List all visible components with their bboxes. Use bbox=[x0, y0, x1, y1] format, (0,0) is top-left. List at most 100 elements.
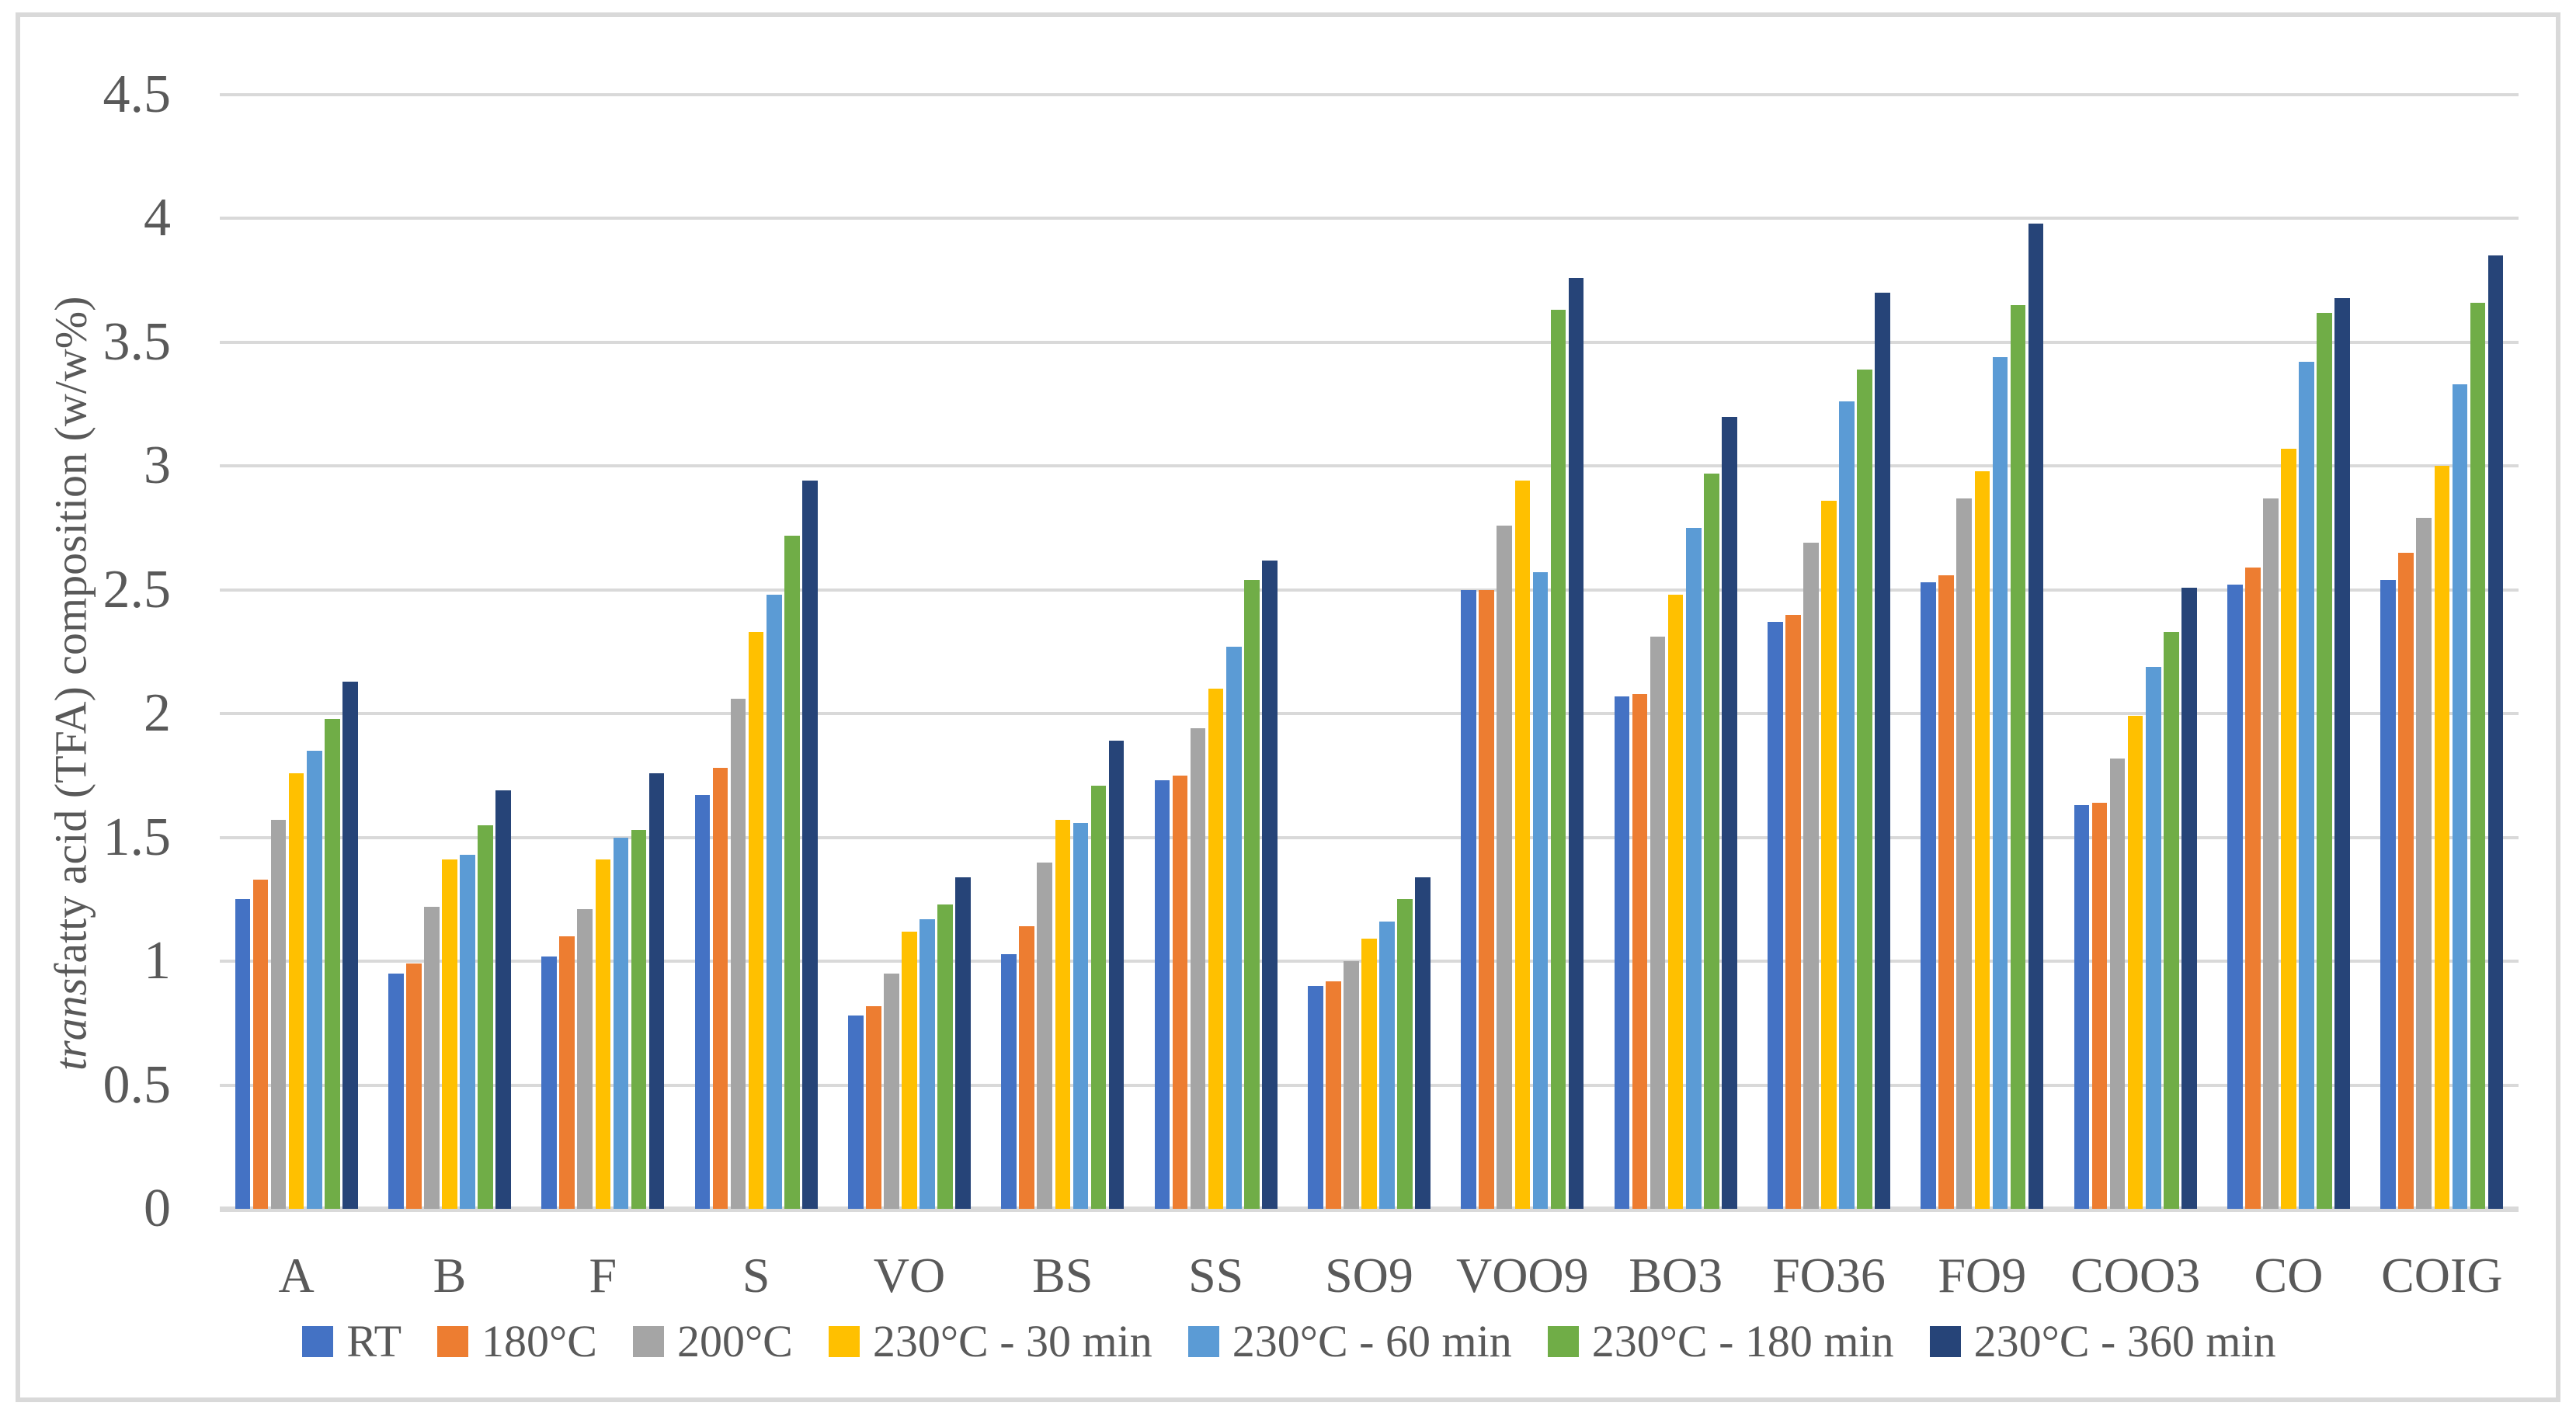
bar bbox=[920, 918, 935, 1209]
bar-group-bs bbox=[986, 95, 1139, 1209]
x-axis-line bbox=[220, 1206, 2519, 1212]
bar bbox=[1379, 922, 1395, 1209]
bar bbox=[1938, 575, 1954, 1209]
bar bbox=[730, 699, 746, 1209]
gridline bbox=[220, 588, 2519, 592]
legend-item: 230°C - 30 min bbox=[828, 1317, 1152, 1366]
bar bbox=[252, 879, 269, 1209]
bar bbox=[1344, 961, 1359, 1209]
legend-swatch-icon bbox=[828, 1326, 860, 1357]
legend-label: RT bbox=[346, 1316, 402, 1366]
bar bbox=[406, 963, 422, 1209]
gridline bbox=[220, 217, 2519, 220]
y-axis-title-italic-part: trans bbox=[45, 977, 96, 1071]
bar bbox=[1704, 473, 1719, 1209]
gridline bbox=[220, 712, 2519, 716]
x-category-label: VO bbox=[873, 1248, 946, 1303]
legend-item: 230°C - 60 min bbox=[1187, 1316, 1512, 1366]
bar bbox=[1532, 572, 1549, 1209]
legend-swatch-icon bbox=[1187, 1326, 1219, 1357]
x-category-label: BS bbox=[1032, 1248, 1093, 1303]
x-category-label: B bbox=[433, 1248, 467, 1303]
bar bbox=[1550, 310, 1566, 1209]
bar bbox=[2245, 568, 2261, 1209]
bar bbox=[1415, 877, 1431, 1209]
x-category-label: S bbox=[742, 1248, 770, 1303]
bar bbox=[1650, 637, 1666, 1209]
bar bbox=[460, 855, 475, 1209]
bar bbox=[1001, 953, 1017, 1209]
bar bbox=[1461, 589, 1476, 1209]
legend-item: 230°C - 360 min bbox=[1929, 1317, 2276, 1366]
bar bbox=[1190, 728, 1206, 1209]
bar bbox=[847, 1016, 864, 1209]
y-tick-label: 2 bbox=[144, 683, 171, 744]
bar bbox=[2127, 716, 2143, 1209]
bar bbox=[270, 820, 287, 1209]
gridline bbox=[220, 340, 2519, 344]
y-tick-label: 1.5 bbox=[103, 807, 172, 867]
bar bbox=[577, 909, 593, 1209]
bar-group-fo9 bbox=[1906, 95, 2059, 1209]
bar bbox=[2299, 362, 2314, 1209]
bar bbox=[388, 974, 404, 1209]
bar-group-coo3 bbox=[2059, 95, 2212, 1209]
bar bbox=[325, 718, 340, 1209]
bar-group-ss bbox=[1139, 95, 1292, 1209]
bar bbox=[2263, 498, 2279, 1209]
x-category-label: COIG bbox=[2381, 1248, 2503, 1303]
bar bbox=[2334, 297, 2351, 1209]
bar bbox=[1514, 481, 1531, 1209]
bar bbox=[1875, 293, 1891, 1209]
legend-label: 230°C - 60 min bbox=[1232, 1316, 1512, 1366]
x-category-label: SS bbox=[1188, 1248, 1244, 1303]
bar bbox=[1632, 693, 1648, 1209]
bar bbox=[648, 772, 665, 1209]
bar bbox=[2028, 223, 2044, 1209]
bar bbox=[1992, 357, 2008, 1209]
legend: RT 180°C 200°C 230°C - 30 min 230°C - 60 min… bbox=[47, 1314, 2532, 1369]
bar bbox=[2181, 587, 2197, 1209]
legend-swatch-icon bbox=[1547, 1326, 1579, 1357]
bar-group-so9 bbox=[1292, 95, 1445, 1209]
bar bbox=[1785, 614, 1801, 1209]
bar bbox=[442, 859, 457, 1209]
bar bbox=[2227, 585, 2243, 1209]
bar bbox=[1821, 500, 1837, 1209]
bar bbox=[1803, 543, 1819, 1209]
gridline bbox=[220, 464, 2519, 468]
x-category-label: CO bbox=[2254, 1248, 2324, 1303]
bar-group-co bbox=[2212, 95, 2365, 1209]
bar bbox=[1262, 560, 1278, 1209]
x-category-label: FO9 bbox=[1938, 1248, 2027, 1303]
bar bbox=[1244, 580, 1260, 1209]
bar-group-bo3 bbox=[1599, 95, 1752, 1209]
bar bbox=[1667, 595, 1684, 1209]
bar bbox=[1614, 696, 1630, 1209]
bar bbox=[1326, 981, 1341, 1209]
bar bbox=[884, 974, 899, 1209]
bar bbox=[1497, 525, 1513, 1209]
bar bbox=[2487, 255, 2504, 1209]
legend-item: 180°C bbox=[437, 1317, 597, 1366]
bar bbox=[1090, 785, 1107, 1209]
bar bbox=[1361, 939, 1377, 1209]
y-tick-label: 3 bbox=[144, 436, 171, 496]
bar bbox=[559, 936, 575, 1209]
bar bbox=[235, 899, 251, 1209]
legend-swatch-icon bbox=[437, 1326, 469, 1357]
bar bbox=[1108, 741, 1125, 1209]
bar bbox=[1839, 401, 1855, 1209]
bar bbox=[1208, 689, 1224, 1209]
bar bbox=[1921, 582, 1936, 1209]
bar bbox=[784, 535, 800, 1209]
bar bbox=[342, 681, 358, 1209]
bar bbox=[937, 904, 953, 1209]
x-category-label: VOO9 bbox=[1455, 1248, 1589, 1303]
bar bbox=[802, 481, 818, 1209]
bar bbox=[902, 931, 917, 1209]
bar bbox=[2380, 580, 2396, 1209]
bar-group-fo36 bbox=[1752, 95, 1905, 1209]
bar bbox=[541, 956, 557, 1209]
gridline bbox=[220, 835, 2519, 839]
